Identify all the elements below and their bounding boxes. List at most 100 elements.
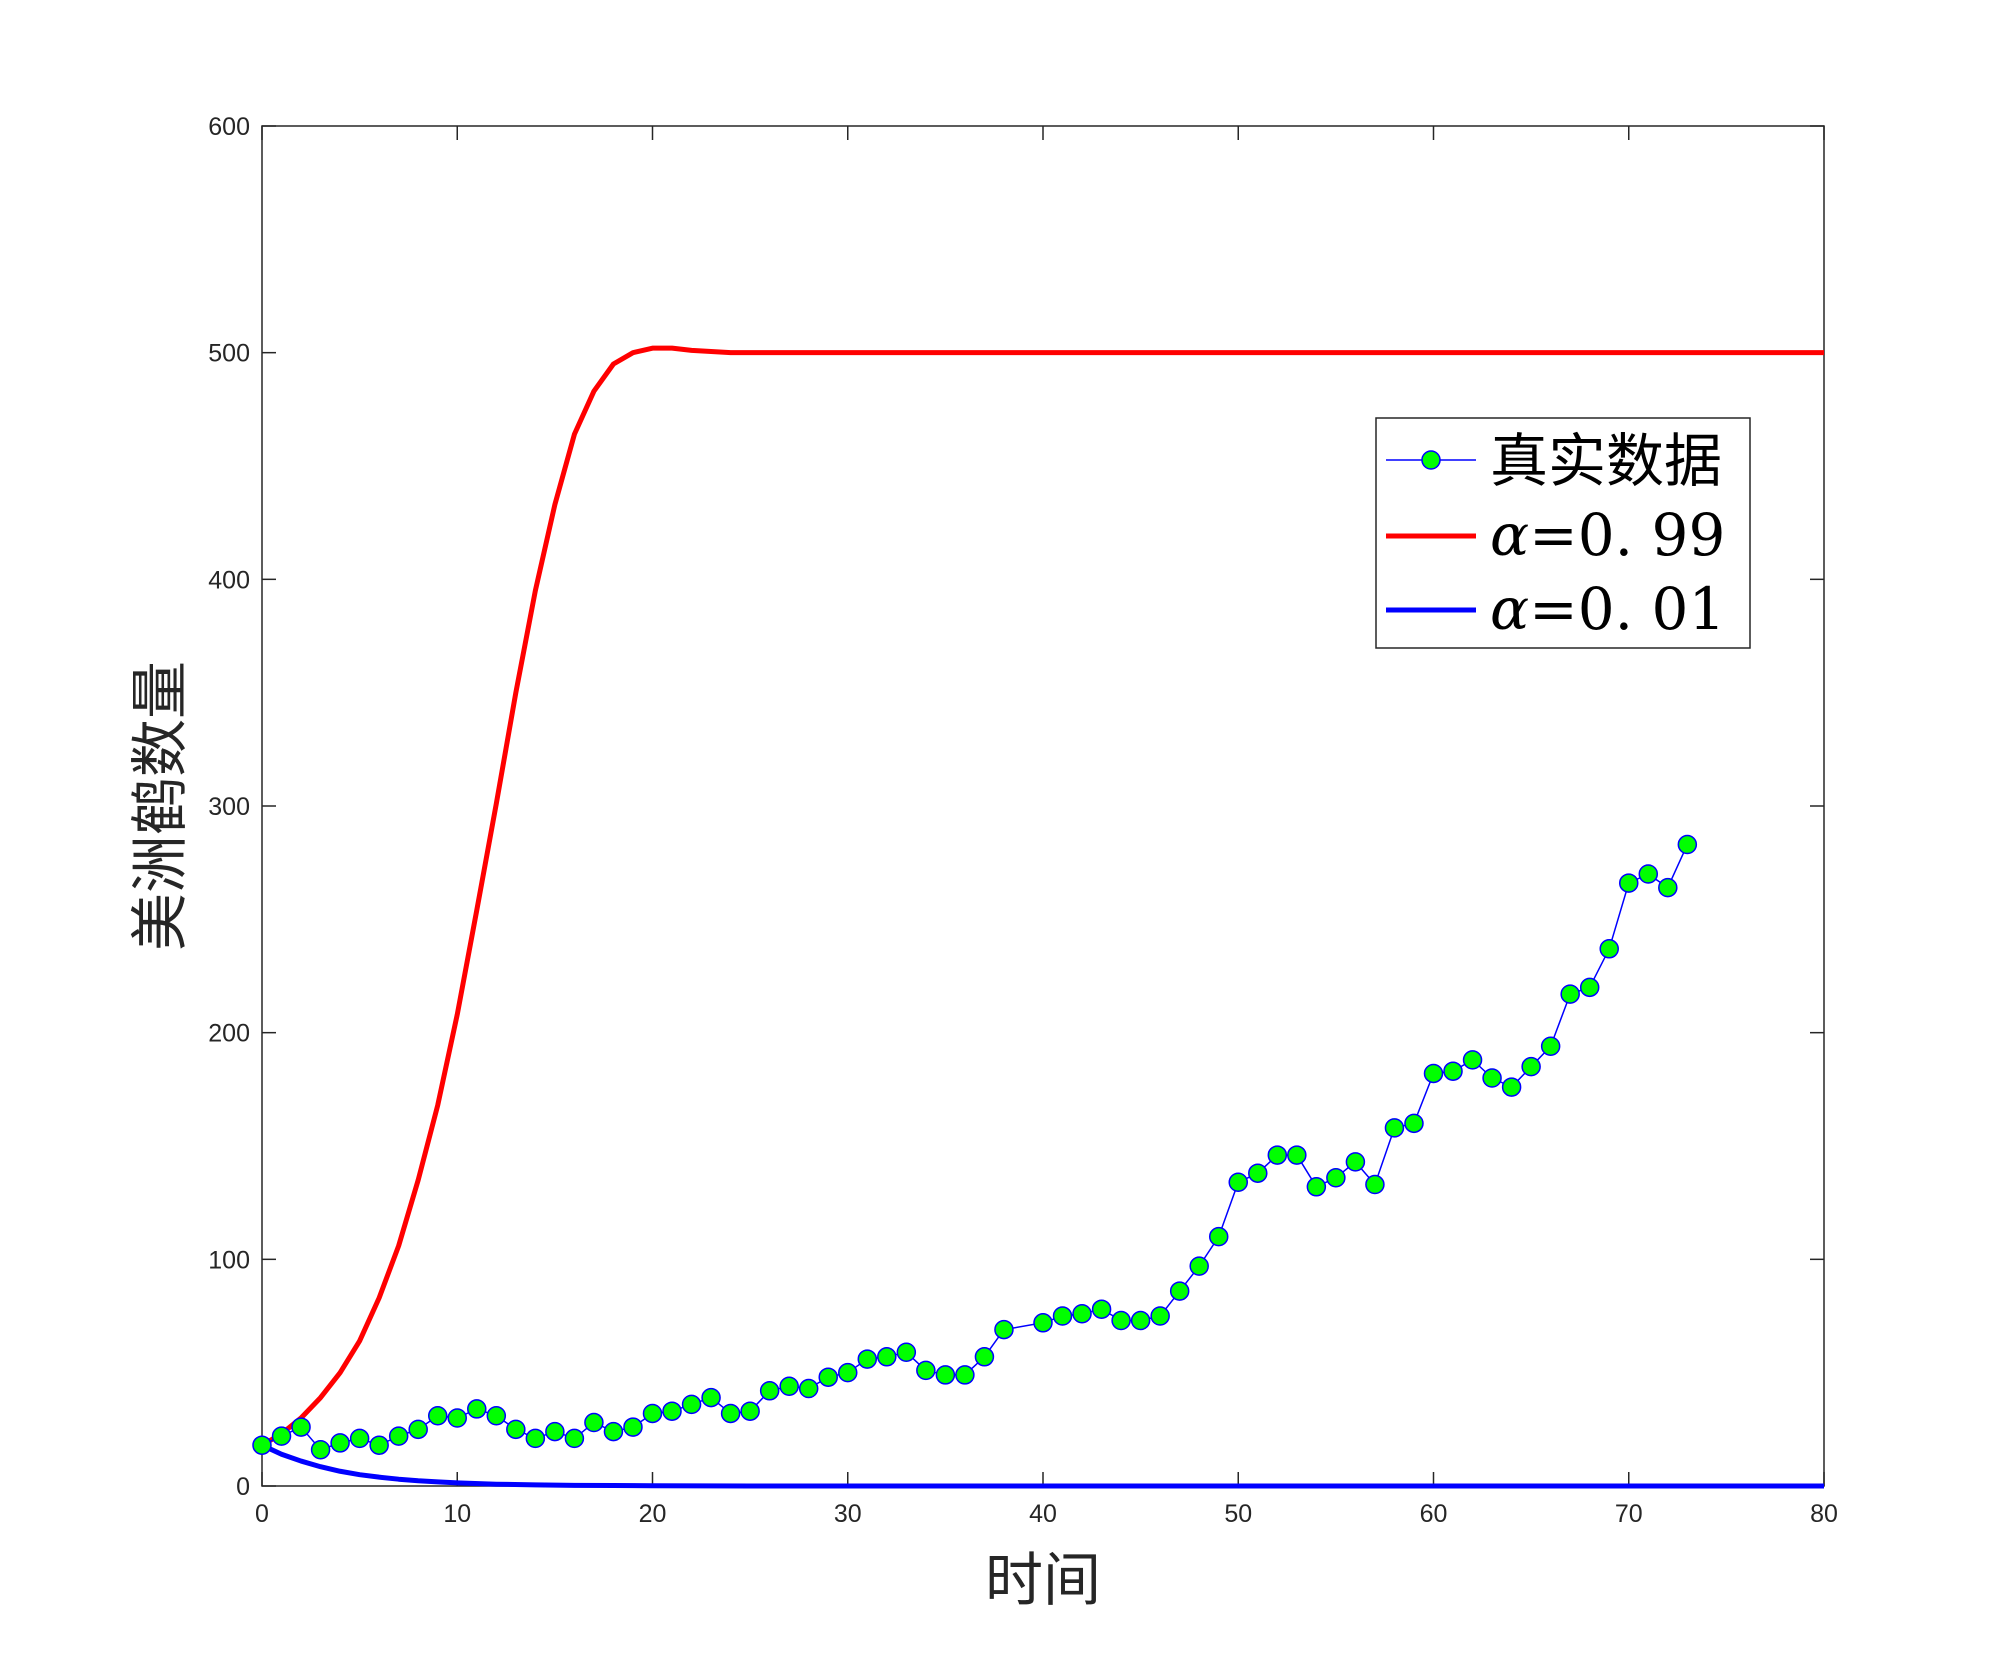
x-tick-label: 70 [1615,1500,1643,1528]
data-point [525,1428,546,1449]
data-point [701,1387,721,1408]
data-point [1267,1145,1288,1165]
data-point [1677,834,1698,855]
series-line-α=0.01 [260,1442,1824,1489]
data-point [369,1435,389,1455]
x-tick-label: 0 [255,1500,269,1528]
data-point [427,1405,448,1426]
x-tick-label: 20 [639,1500,667,1528]
data-point [1619,873,1639,893]
data-point [642,1403,663,1424]
data-point [1365,1174,1385,1195]
y-tick-label: 400 [208,566,250,594]
data-point [681,1394,702,1415]
data-point [877,1347,897,1367]
data-point [1306,1177,1327,1197]
data-point [1345,1152,1366,1172]
data-point [1540,1036,1561,1057]
data-point [1150,1306,1170,1326]
data-point [467,1399,487,1419]
legend-marker-真实数据 [1421,450,1441,470]
x-tick-label: 30 [834,1500,862,1528]
series-line-α=0.99 [260,345,1824,1448]
data-point [1091,1299,1112,1319]
data-point [857,1349,878,1369]
data-point [838,1362,858,1383]
data-point [740,1401,760,1421]
data-point [408,1419,428,1440]
data-point [1462,1050,1483,1070]
data-point [1111,1310,1131,1331]
x-axis-label: 时间 [985,1546,1101,1614]
data-point [584,1412,604,1433]
plot-area [252,125,1825,1489]
y-axis-label: 美洲鹤数量 [126,661,194,951]
series-layer [252,345,1824,1489]
data-point [486,1405,507,1426]
data-point [349,1428,370,1449]
y-tick-label: 100 [208,1246,250,1274]
y-tick-label: 500 [208,340,250,368]
x-tick-label: 60 [1420,1500,1448,1528]
y-tick-label: 300 [208,793,250,821]
data-point [330,1433,350,1453]
data-point [1384,1118,1405,1138]
data-point [1658,877,1678,898]
data-point [759,1381,780,1401]
data-point [506,1419,526,1440]
data-point [1521,1056,1541,1077]
alpha-value-0.01: =0. 01 [1529,575,1725,643]
data-point [1130,1310,1151,1331]
x-tick-label: 50 [1224,1500,1252,1528]
legend-label-alpha-0.01: α=0. 01 [1490,575,1725,643]
data-point [1326,1167,1346,1188]
data-point [1560,984,1580,1004]
y-tick-label: 0 [236,1473,250,1501]
data-point [564,1428,585,1449]
data-point [1052,1306,1073,1326]
alpha-value-0.99: =0. 99 [1529,501,1725,569]
data-point [935,1365,956,1385]
data-point [779,1376,799,1397]
data-point [1423,1063,1444,1084]
data-point [1072,1303,1092,1324]
data-point [545,1421,565,1442]
x-tick-label: 10 [443,1500,471,1528]
data-point [1248,1163,1268,1183]
data-point [603,1421,624,1442]
tick-labels: 0 10 20 30 40 50 60 70 80 0 100 200 300 400 500 600 [208,113,1838,1528]
data-point [1638,864,1659,884]
data-point [818,1367,838,1387]
data-point [252,1435,272,1455]
data-point [291,1417,311,1437]
data-point [1579,977,1600,998]
data-point [271,1426,292,1446]
data-point [1443,1061,1463,1081]
data-point [1169,1281,1190,1301]
x-tick-label: 40 [1029,1500,1057,1528]
data-point [1189,1256,1209,1276]
data-point [974,1347,995,1367]
data-point [720,1403,741,1424]
data-point [1287,1145,1307,1165]
data-point [798,1378,819,1399]
data-point [662,1401,682,1421]
legend-label-alpha-0.99: α=0. 99 [1490,501,1725,569]
x-tick-label: 80 [1810,1500,1838,1528]
y-tick-label: 200 [208,1020,250,1048]
alpha-symbol: α [1490,501,1529,569]
data-point [896,1342,917,1363]
legend-label-真实数据: 真实数据 [1490,427,1722,495]
data-point [916,1360,936,1381]
data-point [1599,939,1619,959]
y-tick-label: 600 [208,113,250,141]
data-point [955,1365,975,1385]
data-point [310,1439,331,1460]
data-point [447,1408,467,1428]
data-point [1208,1226,1229,1247]
alpha-symbol: α [1490,575,1529,643]
data-point [1501,1077,1522,1097]
legend: 真实数据 α=0. 99 α=0. 01 [1375,417,1751,649]
data-point [1033,1313,1053,1333]
